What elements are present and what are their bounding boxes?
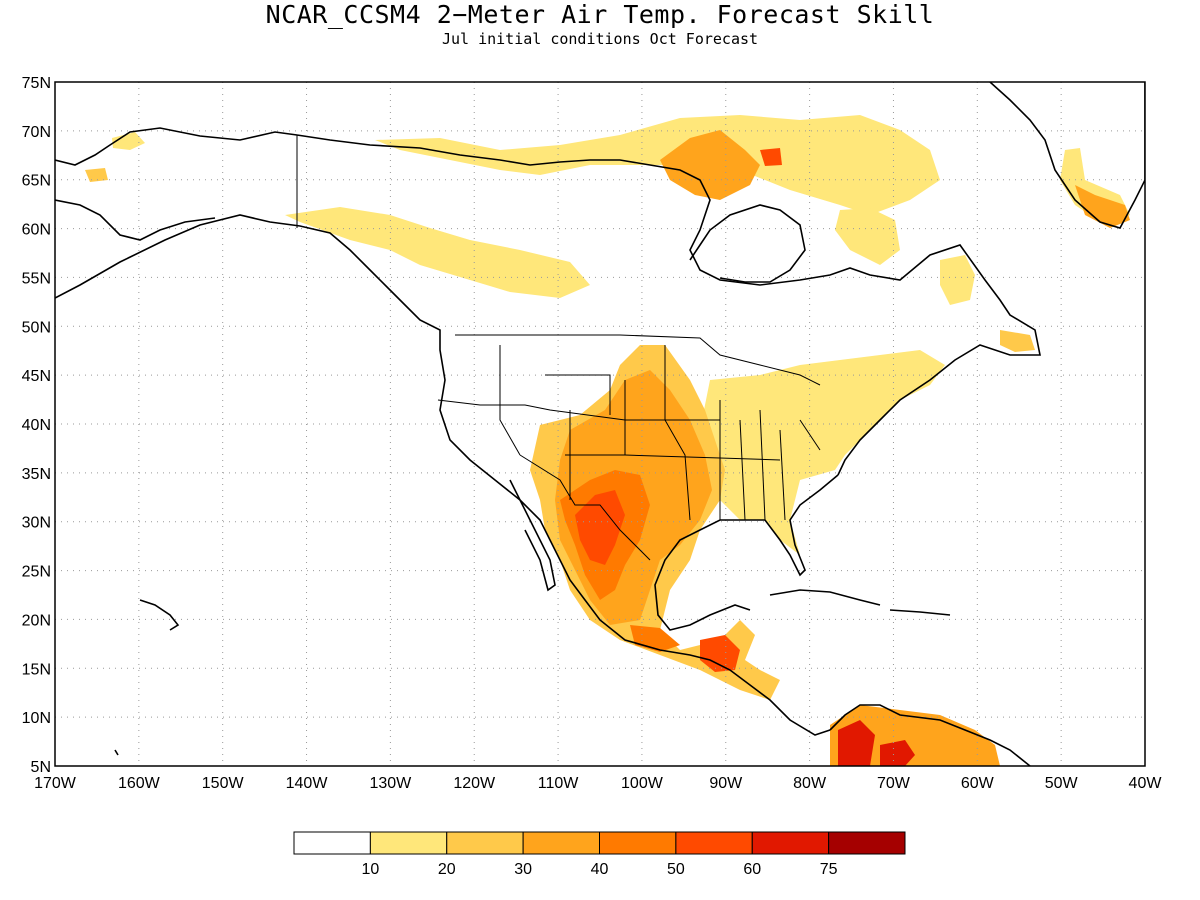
political-borders: [296, 135, 821, 561]
lon-label: 70W: [877, 775, 911, 792]
lon-label: 60W: [961, 775, 995, 792]
shade-south-america: [830, 705, 1000, 766]
latitude-labels: 75N 70N 65N 60N 55N 50N 45N 40N 35N 30N 25N 20N 15N 1…: [22, 75, 51, 776]
lat-label: 75N: [22, 75, 51, 92]
lat-label: 5N: [31, 759, 51, 776]
colorbar-swatch: [522, 831, 600, 855]
shade-maritimes: [1000, 330, 1035, 352]
colorbar-swatch: [751, 831, 830, 855]
lon-label: 160W: [118, 775, 161, 792]
lon-label: 80W: [793, 775, 827, 792]
map-grid: [55, 82, 1145, 766]
shade-alaska-canada-band: [285, 207, 590, 298]
lat-label: 50N: [22, 319, 51, 336]
lon-label: 100W: [621, 775, 664, 792]
lon-label: 150W: [202, 775, 245, 792]
colorbar-swatch: [369, 831, 448, 855]
lat-label: 35N: [22, 466, 51, 483]
lon-label: 170W: [34, 775, 77, 792]
colorbar-label: 30: [514, 861, 532, 878]
colorbar-swatch: [828, 831, 906, 855]
shade-arctic-islands: [375, 115, 940, 215]
shade-hudson-red: [760, 148, 782, 166]
lat-label: 25N: [22, 564, 51, 581]
lon-label: 40W: [1129, 775, 1163, 792]
colorbar-label: 10: [361, 861, 379, 878]
colorbar-swatch: [446, 831, 524, 855]
shade-northern-south-america: [838, 720, 875, 766]
lon-label: 110W: [538, 775, 580, 792]
colorbar: 10 20 30 40 50 60 75: [293, 831, 906, 878]
lon-label: 90W: [709, 775, 743, 792]
shade-labrador: [940, 255, 975, 305]
colorbar-swatch: [293, 831, 371, 855]
lat-label: 15N: [22, 661, 51, 678]
shade-canadian-arctic: [660, 130, 760, 200]
colorbar-label: 60: [743, 861, 761, 878]
shade-central-america: [700, 635, 740, 672]
lat-label: 30N: [22, 515, 51, 532]
lat-label: 45N: [22, 368, 51, 385]
lat-label: 20N: [22, 612, 51, 629]
coastlines: [55, 82, 1145, 766]
lat-label: 55N: [22, 270, 51, 287]
lon-label: 140W: [286, 775, 329, 792]
colorbar-label: 20: [438, 861, 456, 878]
longitude-labels: 170W 160W 150W 140W 130W 120W 110W 100W 90W 80W 70…: [34, 775, 1162, 792]
map-title: NCAR_CCSM4 2−Meter Air Temp. Forecast Sk…: [265, 0, 935, 29]
lat-label: 65N: [22, 173, 51, 190]
shade-eastern-us: [700, 350, 945, 555]
colorbar-label: 75: [820, 861, 838, 878]
shade-mexico-core: [575, 490, 625, 565]
lat-label: 10N: [22, 710, 51, 727]
plot-frame: [54, 81, 1146, 767]
lon-label: 50W: [1045, 775, 1079, 792]
colorbar-swatch: [599, 831, 677, 855]
shade-quebec: [835, 208, 900, 265]
shade-alaska-tip: [85, 168, 108, 182]
lat-label: 60N: [22, 222, 51, 239]
lat-label: 40N: [22, 417, 51, 434]
colorbar-swatch: [675, 831, 753, 855]
map-subtitle: Jul initial conditions Oct Forecast: [441, 30, 759, 48]
shade-venezuela: [880, 740, 915, 766]
lon-label: 130W: [369, 775, 412, 792]
colorbar-label: 40: [591, 861, 609, 878]
shade-alaska-west: [112, 132, 145, 150]
colorbar-label: 50: [667, 861, 685, 878]
lat-label: 70N: [22, 124, 51, 141]
lon-label: 120W: [453, 775, 496, 792]
shade-greenland-south: [1075, 185, 1130, 228]
